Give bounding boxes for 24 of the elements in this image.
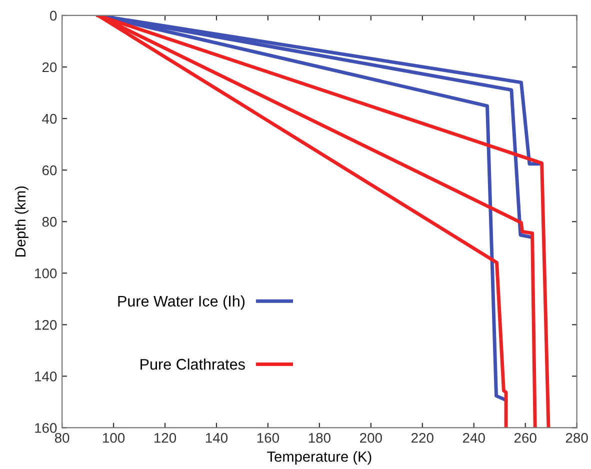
x-tick-label: 80 <box>54 432 70 443</box>
y-tick-label: 100 <box>35 268 57 278</box>
x-tick-label: 180 <box>308 432 330 443</box>
x-tick-label: 100 <box>103 432 125 443</box>
y-tick-label: 120 <box>35 320 57 330</box>
y-tick-label: 0 <box>50 10 57 21</box>
y-tick-label: 20 <box>42 62 57 72</box>
x-tick-label: 240 <box>462 432 485 443</box>
x-axis-title: Temperature (K) <box>267 451 372 465</box>
y-tick-label: 140 <box>35 372 57 382</box>
y-tick-label: 160 <box>35 423 57 433</box>
y-tick-label: 60 <box>42 165 57 176</box>
legend-label: Pure Clathrates <box>140 358 245 370</box>
x-tick-label: 140 <box>206 432 228 443</box>
y-axis-title: Depth (km) <box>14 186 28 256</box>
x-tick-label: 160 <box>257 432 280 443</box>
x-tick-label: 280 <box>566 432 588 443</box>
x-tick-label: 260 <box>514 432 536 443</box>
y-tick-label: 80 <box>42 216 57 227</box>
x-tick-label: 200 <box>360 432 382 443</box>
legend-label: Pure Water Ice (Ih) <box>118 295 245 310</box>
x-tick-label: 120 <box>154 432 176 443</box>
x-tick-label: 220 <box>412 432 434 443</box>
y-tick-label: 40 <box>42 114 57 124</box>
